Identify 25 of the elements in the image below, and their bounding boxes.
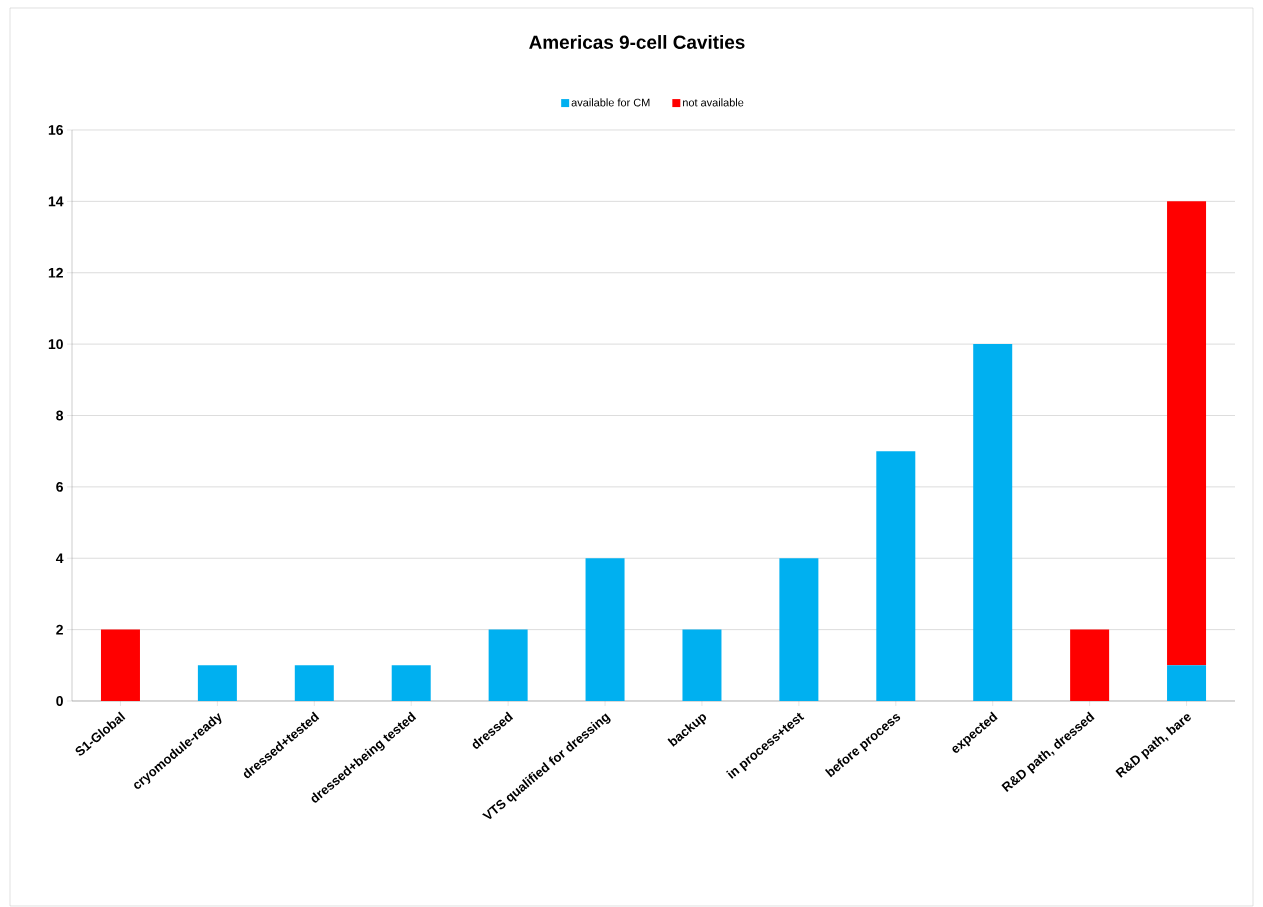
bar	[1167, 201, 1207, 666]
legend-label: available for CM	[571, 98, 650, 107]
bar	[779, 558, 819, 701]
bar	[100, 629, 140, 701]
bar	[876, 451, 916, 701]
chart-title: Americas 9-cell Cavities	[529, 35, 745, 49]
y-tick-label: 16	[48, 125, 63, 135]
bar	[294, 665, 334, 701]
y-tick-label: 12	[48, 267, 63, 278]
bar	[1167, 665, 1207, 701]
legend-label: not available	[683, 98, 744, 107]
bar	[197, 665, 237, 701]
y-tick-label: 0	[56, 696, 63, 706]
y-tick-label: 14	[48, 196, 64, 207]
bar	[391, 665, 431, 701]
y-tick-label: 6	[56, 481, 63, 492]
bar	[973, 344, 1013, 701]
y-tick-label: 4	[55, 553, 64, 564]
bar	[682, 629, 722, 701]
bar	[1070, 629, 1110, 701]
y-tick-label: 2	[56, 624, 63, 635]
bar	[585, 558, 625, 701]
y-tick-label: 8	[56, 410, 64, 421]
bar	[488, 629, 528, 701]
y-tick-label: 10	[48, 339, 63, 350]
